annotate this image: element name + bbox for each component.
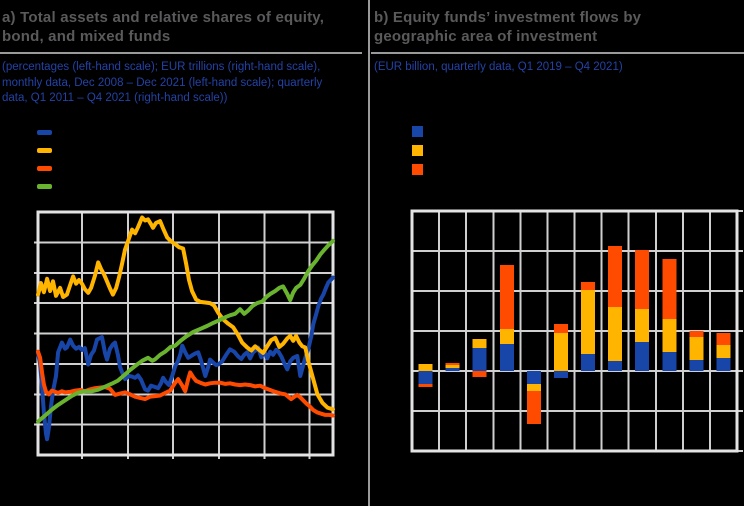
legend-b-item-0	[412, 126, 423, 145]
bar-segment-orange-bars-Q2-2020	[554, 324, 568, 333]
legend-b-swatch-1	[412, 145, 423, 156]
legend-a-item-2	[37, 166, 52, 184]
bar-segment-blue-bars-Q2-2021	[662, 352, 677, 371]
legend-a-swatch-2	[37, 166, 52, 171]
bar-segment-yellow-bars-Q3-2019	[472, 339, 487, 348]
panel-separator	[368, 0, 370, 506]
bar-segment-blue-bars-Q2-2019	[445, 368, 460, 371]
panel-a-title: a) Total assets and relative shares of e…	[2, 9, 325, 45]
panel-b-title-rule	[371, 52, 744, 54]
bar-segment-blue-bars-Q1-2021	[635, 342, 650, 371]
legend-b-swatch-0	[412, 126, 423, 137]
panel-a-subtitle: (percentages (left-hand scale); EUR tril…	[2, 61, 323, 104]
legend-b-item-2	[412, 164, 423, 183]
bar-segment-blue-bars-Q3-2019	[472, 348, 487, 371]
bar-segment-orange-bars-Q4-2020	[608, 246, 623, 307]
panel-b-subtitle: (EUR billion, quarterly data, Q1 2019 – …	[374, 61, 623, 73]
bar-segment-yellow-bars-Q4-2019	[499, 329, 514, 344]
chart-b-bar-chart	[410, 209, 743, 453]
legend-a-swatch-0	[37, 130, 52, 135]
panel-a-legend	[37, 130, 52, 202]
bar-segment-yellow-bars-Q2-2019	[445, 365, 460, 368]
bar-segment-blue-bars-Q4-2019	[499, 344, 514, 371]
bar-segment-yellow-bars-Q4-2020	[608, 307, 623, 361]
series-blue-line	[36, 275, 335, 442]
legend-a-item-3	[37, 184, 52, 202]
bar-segment-yellow-bars-Q4-2021	[716, 345, 731, 358]
chart-a-line-chart	[34, 210, 335, 459]
legend-a-item-0	[37, 130, 52, 148]
bar-segment-yellow-bars-Q2-2020	[554, 333, 568, 371]
series-orange-line	[36, 349, 335, 418]
bar-segment-yellow-bars-Q3-2021	[689, 337, 704, 360]
bar-segment-orange-bars-Q2-2021	[662, 259, 677, 319]
legend-b-swatch-2	[412, 164, 423, 175]
panel-a-title-rule	[0, 52, 362, 54]
bar-segment-blue-bars-Q1-2019	[418, 371, 433, 384]
bar-segment-yellow-bars-Q1-2019	[418, 364, 433, 371]
series-green-line	[36, 238, 335, 424]
legend-a-item-1	[37, 148, 52, 166]
bar-segment-orange-bars-Q1-2021	[635, 250, 650, 309]
bar-segment-orange-bars-Q2-2019	[445, 363, 460, 365]
legend-a-swatch-3	[37, 184, 52, 189]
bar-segment-yellow-bars-Q2-2021	[662, 319, 677, 352]
panel-b-legend	[412, 126, 423, 183]
legend-b-item-1	[412, 145, 423, 164]
bar-segment-orange-bars-Q1-2019	[418, 384, 433, 387]
bar-segment-orange-bars-Q4-2019	[499, 265, 514, 329]
panel-b-title: b) Equity funds’ investment flows by geo…	[374, 9, 642, 45]
bar-segment-blue-bars-Q4-2020	[608, 361, 623, 371]
bar-segment-blue-bars-Q1-2020	[526, 371, 541, 384]
bar-segment-orange-bars-Q3-2021	[689, 331, 704, 337]
bar-segment-blue-bars-Q4-2021	[716, 358, 731, 371]
bar-segment-orange-bars-Q3-2019	[472, 371, 487, 377]
bar-segment-yellow-bars-Q3-2020	[581, 290, 595, 354]
bar-segment-orange-bars-Q1-2020	[526, 391, 541, 424]
bar-segment-yellow-bars-Q1-2020	[526, 384, 541, 391]
bar-segment-orange-bars-Q4-2021	[716, 333, 731, 345]
legend-a-swatch-1	[37, 148, 52, 153]
bar-segment-yellow-bars-Q1-2021	[635, 309, 650, 342]
bar-segment-orange-bars-Q3-2020	[581, 282, 595, 290]
bar-segment-blue-bars-Q3-2020	[581, 354, 595, 371]
bar-segment-blue-bars-Q2-2020	[554, 371, 568, 378]
series-yellow-line	[36, 215, 335, 412]
bar-segment-blue-bars-Q3-2021	[689, 360, 704, 371]
